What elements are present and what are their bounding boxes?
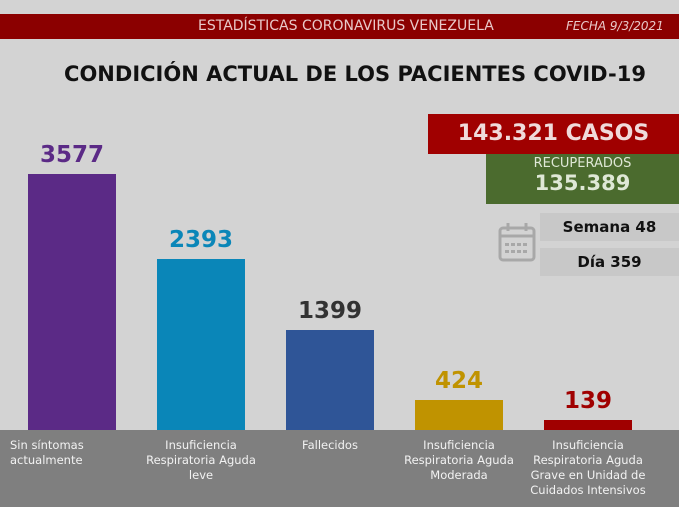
x-tick-label: Insuficiencia Respiratoria Aguda leve	[146, 438, 256, 482]
week-box: Semana 48	[540, 213, 679, 241]
bar	[157, 258, 245, 430]
calendar-icon	[498, 223, 536, 262]
data-label: 2393	[168, 226, 233, 253]
header-date: FECHA 9/3/2021	[566, 19, 664, 33]
recovered-box: RECUPERADOS 135.389	[486, 154, 679, 204]
x-tick-label: Sin síntomas actualmente	[10, 438, 84, 467]
x-tick-label: Insuficiencia Respiratoria Aguda Moderad…	[404, 438, 514, 482]
data-label: 1399	[297, 297, 362, 324]
header-bar: ESTADÍSTICAS CORONAVIRUS VENEZUELA FECHA…	[0, 14, 679, 39]
chart-title: CONDICIÓN ACTUAL DE LOS PACIENTES COVID-…	[64, 62, 646, 86]
x-tick-label: Fallecidos	[302, 438, 358, 452]
bar	[544, 420, 632, 430]
data-label: 3577	[39, 142, 104, 168]
data-label: 424	[434, 367, 483, 394]
x-tick-label: Insuficiencia Respiratoria Aguda Grave e…	[530, 438, 646, 497]
recovered-label: RECUPERADOS	[533, 156, 632, 171]
bar	[415, 399, 503, 430]
x-axis-band: Sin síntomas actualmente Insuficiencia Re…	[0, 430, 679, 507]
total-cases-box: 143.321 CASOS	[428, 114, 679, 154]
day-box: Día 359	[540, 248, 679, 276]
bar	[286, 329, 374, 430]
bar	[28, 174, 116, 430]
recovered-value: 135.389	[534, 171, 631, 195]
header-title: ESTADÍSTICAS CORONAVIRUS VENEZUELA	[198, 18, 494, 34]
data-label: 139	[563, 388, 612, 415]
